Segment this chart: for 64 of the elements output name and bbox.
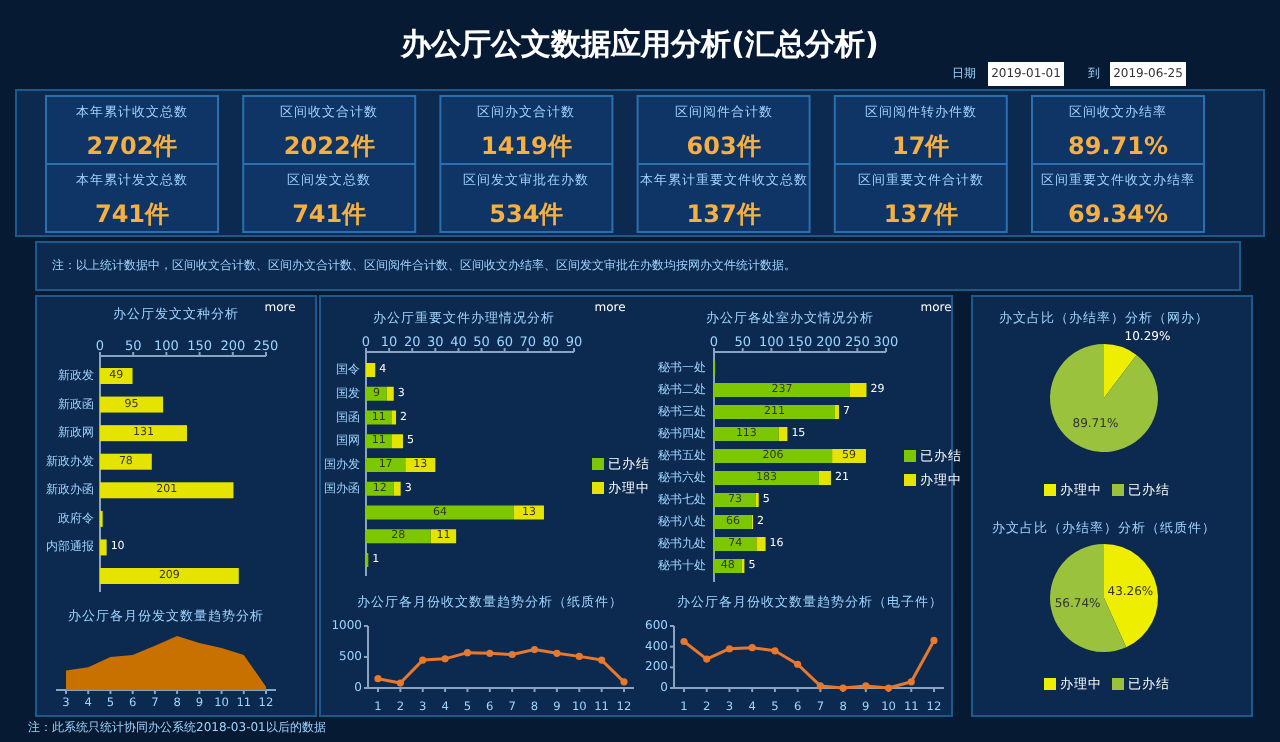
point <box>530 645 539 654</box>
bar <box>100 425 187 442</box>
point <box>374 675 382 683</box>
point <box>816 682 824 690</box>
point <box>862 682 870 690</box>
point <box>725 645 734 653</box>
text: 89.71% <box>1068 132 1168 160</box>
bar <box>714 537 757 551</box>
bar <box>100 568 239 584</box>
bar <box>366 458 406 472</box>
point <box>703 655 711 663</box>
bar <box>366 505 514 520</box>
text: 1419件 <box>480 132 572 160</box>
point <box>396 679 404 687</box>
bar <box>366 529 431 544</box>
bar <box>714 383 850 397</box>
bar <box>391 410 397 425</box>
bar <box>714 471 819 485</box>
bar <box>714 449 833 463</box>
bar <box>366 363 376 377</box>
point <box>930 636 938 645</box>
bar <box>386 386 394 401</box>
text: 741件 <box>292 200 367 228</box>
text: 2702件 <box>86 132 178 160</box>
point <box>575 652 583 660</box>
point <box>771 647 779 655</box>
text: 534件 <box>489 200 564 228</box>
text: 137件 <box>686 200 761 228</box>
text: 137件 <box>883 200 958 228</box>
bar <box>818 471 831 485</box>
pie-slice <box>1104 544 1158 648</box>
point <box>419 656 427 664</box>
bar <box>393 481 401 496</box>
point <box>486 649 494 657</box>
line-series <box>680 636 938 692</box>
point <box>680 637 688 646</box>
bar <box>100 396 164 413</box>
bar <box>756 537 766 551</box>
pie-slice <box>1104 344 1137 398</box>
point <box>748 644 756 652</box>
point <box>907 678 915 686</box>
text: 603件 <box>686 132 761 160</box>
point <box>553 649 561 657</box>
bar <box>100 482 234 499</box>
text: 17件 <box>892 132 950 160</box>
point <box>508 650 516 659</box>
bar <box>391 434 403 449</box>
point <box>463 649 472 657</box>
bar <box>100 539 107 556</box>
bar <box>714 493 756 507</box>
point <box>620 678 628 686</box>
text: 办公厅公文数据应用分析(汇总分析) <box>399 26 879 62</box>
text: 2022件 <box>283 132 375 160</box>
point <box>598 656 606 664</box>
bar <box>100 453 152 470</box>
point <box>441 655 449 663</box>
text: 741件 <box>94 200 170 228</box>
bar <box>778 427 788 441</box>
point <box>794 660 802 668</box>
bar <box>714 405 835 419</box>
bar <box>714 427 779 441</box>
text: 69.34% <box>1068 200 1168 228</box>
pie-slice <box>1050 344 1158 452</box>
bar <box>849 383 867 397</box>
